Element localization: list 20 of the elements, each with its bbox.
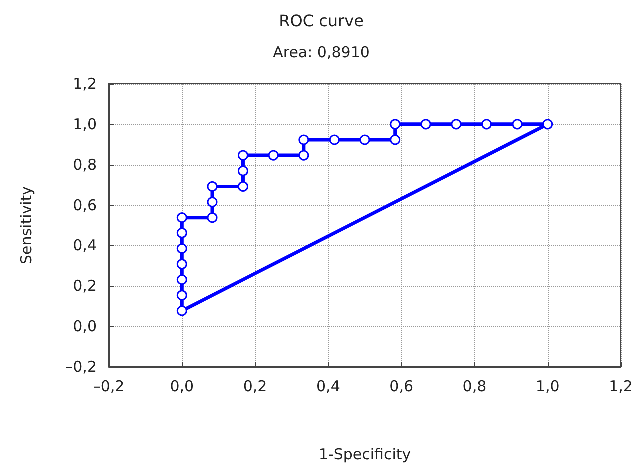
y-tick-label: 0,2 — [73, 277, 97, 296]
y-axis-title: Sensitivity — [18, 186, 36, 265]
x-tick-label: 0,2 — [243, 378, 268, 396]
y-tick-label: 0,6 — [73, 196, 97, 214]
y-tick-label: 0,8 — [73, 156, 97, 174]
y-tick-label: 1,2 — [73, 75, 97, 93]
x-tick-label: 1,2 — [609, 378, 633, 396]
x-tick-label: 0,8 — [462, 378, 487, 396]
y-tick-label: 1,0 — [73, 115, 97, 134]
y-tick-label: 0,0 — [73, 318, 97, 336]
x-tick-label: 1,0 — [536, 378, 560, 396]
x-tick-label: –0,2 — [93, 378, 125, 396]
chart-title: ROC curve — [279, 12, 364, 30]
y-tick-label: 0,4 — [73, 236, 97, 255]
chart-subtitle: Area: 0,8910 — [273, 44, 370, 62]
x-tick-label: 0,4 — [316, 378, 340, 396]
x-axis-title: 1-Specificity — [318, 446, 412, 464]
x-tick-label: 0,6 — [390, 378, 414, 396]
y-tick-label: –0,2 — [66, 358, 97, 376]
x-tick-label: 0,0 — [170, 378, 194, 396]
